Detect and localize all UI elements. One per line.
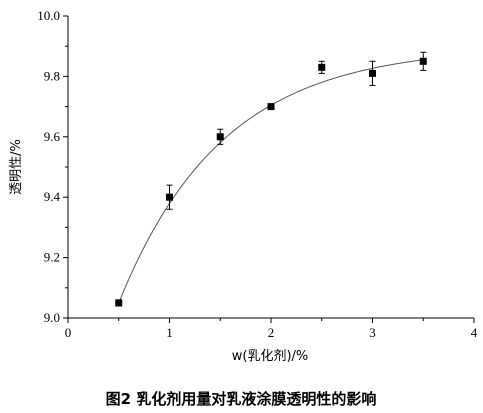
y-tick-label: 9.0 <box>44 310 60 325</box>
y-axis-label: 透明性/% <box>9 139 24 195</box>
figure-caption: 图2 乳化剂用量对乳液涂膜透明性的影响 <box>106 390 377 408</box>
data-point <box>369 69 376 77</box>
x-tick-label: 2 <box>268 325 275 340</box>
y-tick-label: 9.6 <box>44 129 61 144</box>
fit-curve <box>118 59 424 304</box>
data-point <box>318 63 326 71</box>
x-tick-label: 0 <box>65 325 72 340</box>
plot-area: 0 1 2 3 4 9.0 9.2 9.4 9.6 9.8 10.0 <box>37 8 478 340</box>
data-point <box>216 133 224 141</box>
data-point <box>419 57 427 65</box>
data-point <box>267 103 275 111</box>
data-point <box>166 193 173 201</box>
x-tick-label: 1 <box>166 325 173 340</box>
y-tick-label: 9.2 <box>44 250 60 265</box>
data-point <box>115 299 123 307</box>
y-tick-label: 9.4 <box>44 189 61 204</box>
y-tick-label: 9.8 <box>44 68 60 83</box>
y-tick-label: 10.0 <box>37 8 60 23</box>
x-tick-label: 3 <box>369 325 376 340</box>
x-axis-label: w(乳化剂)/% <box>232 349 309 364</box>
x-tick-label: 4 <box>471 325 478 340</box>
